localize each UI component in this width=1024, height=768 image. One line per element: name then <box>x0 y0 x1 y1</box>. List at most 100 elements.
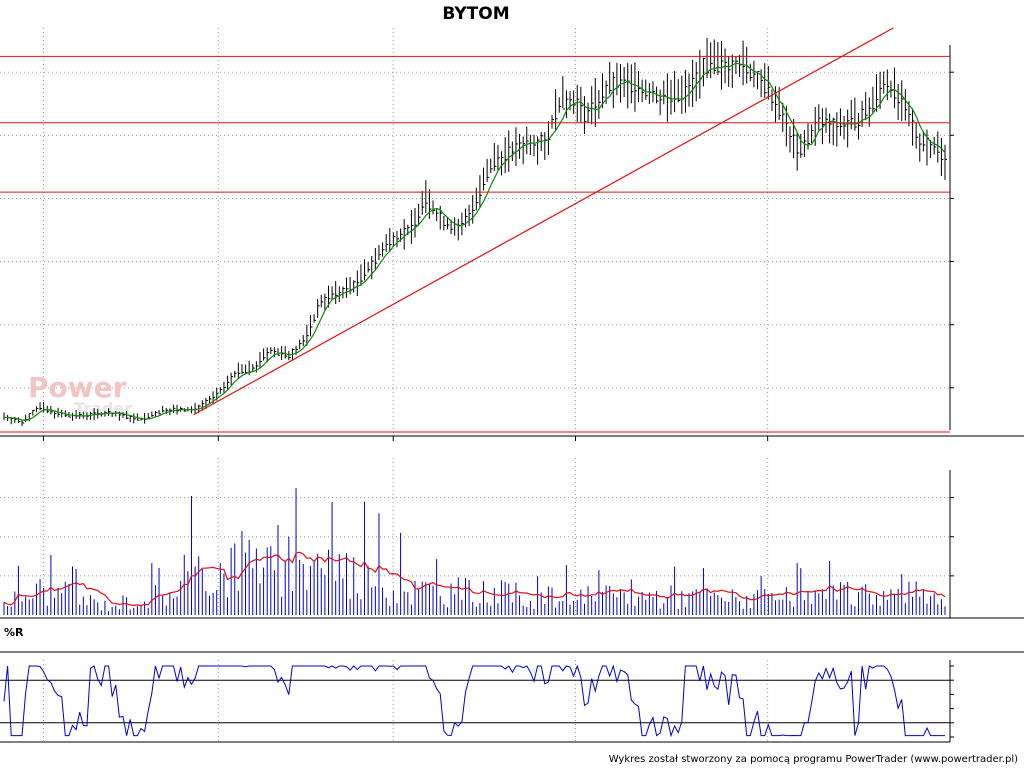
price-bar <box>432 200 436 215</box>
price-bar <box>324 293 327 312</box>
price-bar <box>944 144 947 180</box>
price-bar <box>757 71 760 90</box>
price-bar <box>775 86 778 123</box>
price-bar <box>821 108 825 145</box>
price-bar <box>194 402 198 414</box>
price-bar <box>886 69 890 101</box>
price-bar <box>28 413 32 422</box>
price-bar <box>782 102 785 132</box>
price-bar <box>634 62 637 112</box>
price-bar <box>883 71 886 94</box>
price-bar <box>223 381 226 393</box>
price-bar <box>209 395 212 405</box>
price-bar <box>353 280 356 293</box>
price-bar <box>133 413 136 424</box>
price-bar <box>735 56 738 74</box>
price-bar <box>818 104 821 131</box>
price-bar <box>230 372 234 386</box>
price-bar <box>659 89 663 116</box>
price-bar <box>162 405 165 413</box>
price-bar <box>594 77 598 127</box>
price-bar <box>702 57 706 87</box>
price-bar <box>497 144 500 172</box>
price-bar <box>172 404 176 414</box>
price-bar <box>915 121 919 149</box>
price-bar <box>205 397 208 409</box>
price-bar <box>940 138 944 176</box>
price-bar <box>360 264 363 287</box>
price-bar <box>583 96 587 135</box>
price-bar <box>483 167 486 191</box>
price-bar <box>392 232 396 247</box>
price-bar <box>695 61 699 102</box>
price-bar <box>829 113 832 144</box>
price-bar <box>681 75 684 114</box>
price-bar <box>378 245 381 261</box>
price-bar <box>648 83 652 104</box>
price-bar <box>930 140 933 159</box>
price-bar <box>663 80 666 105</box>
price-bar <box>259 352 262 368</box>
price-bar <box>136 413 140 421</box>
price-bar <box>317 299 320 318</box>
price-bar <box>457 218 461 241</box>
price-bar <box>410 210 414 244</box>
price-bar <box>865 92 868 121</box>
price-bar <box>767 66 771 100</box>
price-bar <box>364 259 367 281</box>
price-bar <box>382 242 385 257</box>
wr-line <box>3 664 945 738</box>
price-bar <box>720 40 724 90</box>
price-bar <box>3 412 6 421</box>
price-bar <box>472 194 475 224</box>
price-bar <box>349 277 353 295</box>
price-bar <box>670 79 673 115</box>
price-bar <box>753 60 756 88</box>
price-bar <box>529 134 533 156</box>
price-bar <box>803 129 807 157</box>
wr-panel-title: %R <box>4 626 24 639</box>
price-bar <box>742 40 746 86</box>
price-bar <box>699 49 702 99</box>
price-bar <box>587 102 591 123</box>
price-bar <box>39 402 43 411</box>
price-bar <box>890 80 893 98</box>
price-bar <box>641 79 645 103</box>
price-bar <box>850 99 854 130</box>
price-bar <box>508 130 511 172</box>
price-bar <box>580 86 583 123</box>
price-bar <box>464 208 468 228</box>
price-bar <box>479 175 482 208</box>
price-bar <box>277 347 281 356</box>
price-bar <box>490 158 493 174</box>
price-bar <box>684 69 688 113</box>
price-bar <box>475 187 479 211</box>
price-bar <box>468 204 472 227</box>
price-bar <box>515 127 518 167</box>
price-bar <box>320 294 324 308</box>
price-bar <box>309 315 313 337</box>
price-bar <box>342 286 345 299</box>
price-bar <box>414 207 418 238</box>
price-bar <box>674 70 677 113</box>
price-bar <box>17 417 21 424</box>
price-bar <box>237 362 241 379</box>
watermark-line1: Power <box>28 371 127 404</box>
price-bar <box>623 66 627 98</box>
price-bar <box>306 324 309 346</box>
price-bar <box>645 79 648 100</box>
price-bar <box>346 277 349 298</box>
price-bar <box>501 151 504 176</box>
chart-title: BYTOM <box>442 4 509 24</box>
price-bar <box>234 370 237 378</box>
price-bar <box>418 203 421 226</box>
price-bar <box>454 217 457 236</box>
price-bar <box>367 262 371 273</box>
trendline <box>193 27 894 416</box>
price-bar <box>154 411 158 417</box>
price-bar <box>937 131 940 163</box>
price-bar <box>789 126 792 153</box>
price-bar <box>573 90 576 115</box>
price-bar <box>544 132 547 161</box>
price-bar <box>450 219 454 234</box>
